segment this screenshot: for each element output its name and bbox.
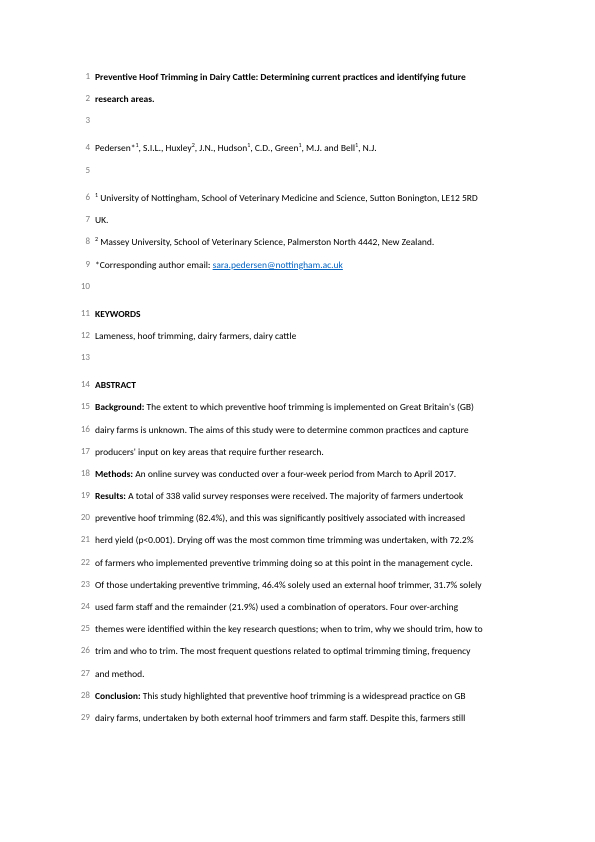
line-number: 25 (70, 622, 90, 636)
line-text: *Corresponding author email: sara.peders… (95, 258, 525, 273)
line-number: 21 (70, 533, 90, 547)
manuscript-line: 18Methods: An online survey was conducte… (95, 467, 525, 482)
line-number: 12 (70, 329, 90, 343)
line-number: 1 (70, 70, 90, 84)
line-number: 6 (70, 191, 90, 205)
line-text: ABSTRACT (95, 378, 525, 393)
manuscript-line: 4Pedersen*1, S.I.L., Huxley2, J.N., Huds… (95, 141, 525, 156)
line-text: preventive hoof trimming (82.4%), and th… (95, 511, 525, 526)
line-text: dairy farms, undertaken by both external… (95, 711, 525, 726)
line-number: 22 (70, 556, 90, 570)
manuscript-line: 20preventive hoof trimming (82.4%), and … (95, 511, 525, 526)
manuscript-line: 61 University of Nottingham, School of V… (95, 191, 525, 206)
line-number: 24 (70, 600, 90, 614)
line-number: 29 (70, 711, 90, 725)
manuscript-line: 9*Corresponding author email: sara.peder… (95, 258, 525, 273)
line-number: 11 (70, 307, 90, 321)
manuscript-line: 13 (95, 351, 525, 371)
manuscript-line: 22of farmers who implemented preventive … (95, 556, 525, 571)
line-number: 17 (70, 445, 90, 459)
line-number: 15 (70, 400, 90, 414)
manuscript-line: 82 Massey University, School of Veterina… (95, 235, 525, 250)
line-text: herd yield (p<0.001). Drying off was the… (95, 533, 525, 548)
line-text: producers' input on key areas that requi… (95, 445, 525, 460)
line-text: 1 University of Nottingham, School of Ve… (95, 191, 525, 206)
line-number: 4 (70, 141, 90, 155)
manuscript-line: 17producers' input on key areas that req… (95, 445, 525, 460)
manuscript-line: 7UK. (95, 213, 525, 228)
manuscript-line: 29dairy farms, undertaken by both extern… (95, 711, 525, 726)
manuscript-line: 5 (95, 164, 525, 184)
line-number: 27 (70, 667, 90, 681)
line-text: trim and who to trim. The most frequent … (95, 644, 525, 659)
line-number: 3 (70, 114, 90, 128)
manuscript-line: 19Results: A total of 338 valid survey r… (95, 489, 525, 504)
manuscript-page: 1Preventive Hoof Trimming in Dairy Cattl… (95, 70, 525, 726)
line-text: of farmers who implemented preventive tr… (95, 556, 525, 571)
line-text: Pedersen*1, S.I.L., Huxley2, J.N., Hudso… (95, 141, 525, 156)
manuscript-line: 25themes were identified within the key … (95, 622, 525, 637)
line-number: 13 (70, 351, 90, 365)
line-number: 19 (70, 489, 90, 503)
line-number: 28 (70, 689, 90, 703)
manuscript-line: 23Of those undertaking preventive trimmi… (95, 578, 525, 593)
line-text (95, 351, 525, 366)
manuscript-line: 3 (95, 114, 525, 134)
line-number: 8 (70, 235, 90, 249)
line-text (95, 280, 525, 295)
line-text: dairy farms is unknown. The aims of this… (95, 423, 525, 438)
line-text: Background: The extent to which preventi… (95, 400, 525, 415)
line-number: 2 (70, 92, 90, 106)
manuscript-line: 2research areas. (95, 92, 525, 107)
line-number: 5 (70, 164, 90, 178)
manuscript-line: 1Preventive Hoof Trimming in Dairy Cattl… (95, 70, 525, 85)
line-text: Lameness, hoof trimming, dairy farmers, … (95, 329, 525, 344)
manuscript-line: 12Lameness, hoof trimming, dairy farmers… (95, 329, 525, 344)
manuscript-line: 11KEYWORDS (95, 307, 525, 322)
line-text: Methods: An online survey was conducted … (95, 467, 525, 482)
line-text: KEYWORDS (95, 307, 525, 322)
line-text: and method. (95, 667, 525, 682)
line-text: Results: A total of 338 valid survey res… (95, 489, 525, 504)
line-text (95, 164, 525, 179)
line-number: 14 (70, 378, 90, 392)
line-text: Of those undertaking preventive trimming… (95, 578, 525, 593)
line-text: Conclusion: This study highlighted that … (95, 689, 525, 704)
line-number: 20 (70, 511, 90, 525)
line-number: 26 (70, 644, 90, 658)
manuscript-line: 27and method. (95, 667, 525, 682)
manuscript-line: 10 (95, 280, 525, 300)
manuscript-line: 14ABSTRACT (95, 378, 525, 393)
line-text: used farm staff and the remainder (21.9%… (95, 600, 525, 615)
line-number: 9 (70, 258, 90, 272)
line-text: research areas. (95, 92, 525, 107)
manuscript-line: 15Background: The extent to which preven… (95, 400, 525, 415)
corresponding-email-link[interactable]: sara.pedersen@nottingham.ac.uk (213, 259, 343, 271)
line-text: 2 Massey University, School of Veterinar… (95, 235, 525, 250)
manuscript-line: 26trim and who to trim. The most frequen… (95, 644, 525, 659)
line-text: themes were identified within the key re… (95, 622, 525, 637)
line-number: 18 (70, 467, 90, 481)
line-number: 10 (70, 280, 90, 294)
manuscript-line: 21herd yield (p<0.001). Drying off was t… (95, 533, 525, 548)
line-number: 7 (70, 213, 90, 227)
manuscript-line: 28Conclusion: This study highlighted tha… (95, 689, 525, 704)
line-text (95, 114, 525, 129)
manuscript-line: 16dairy farms is unknown. The aims of th… (95, 423, 525, 438)
line-text: UK. (95, 213, 525, 228)
line-text: Preventive Hoof Trimming in Dairy Cattle… (95, 70, 525, 85)
line-number: 23 (70, 578, 90, 592)
manuscript-line: 24used farm staff and the remainder (21.… (95, 600, 525, 615)
line-number: 16 (70, 423, 90, 437)
